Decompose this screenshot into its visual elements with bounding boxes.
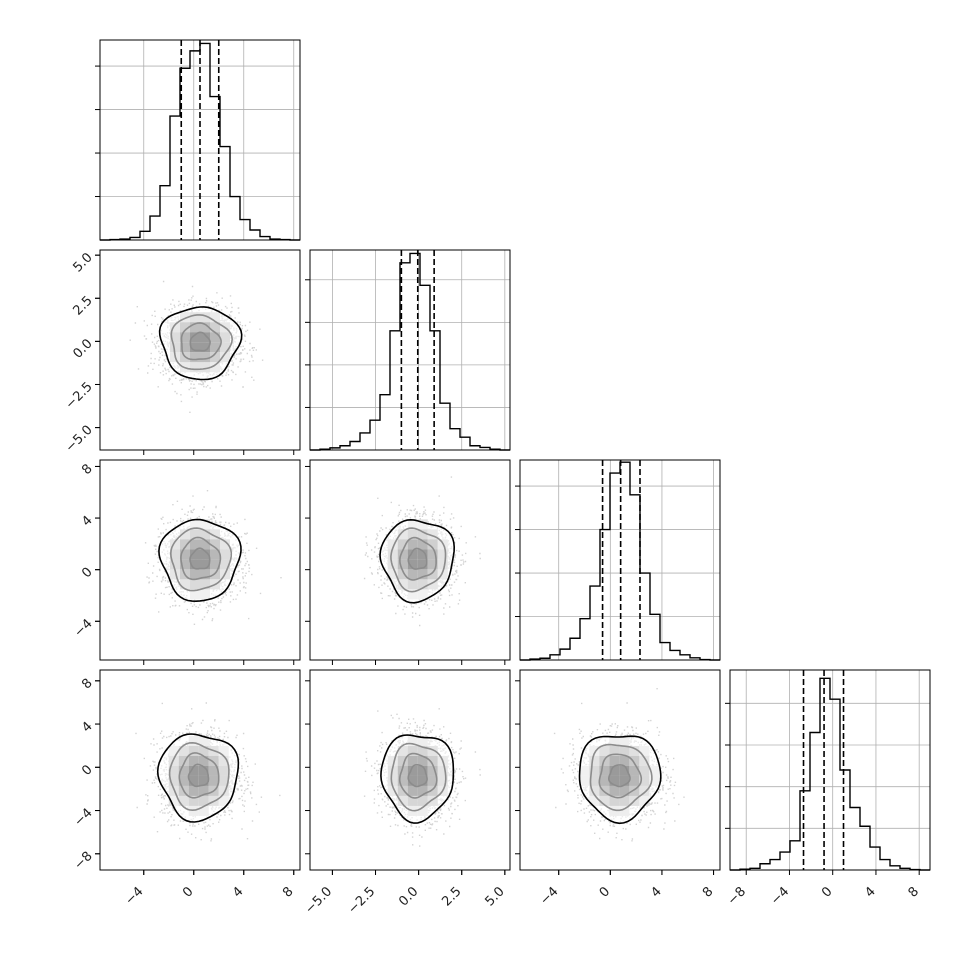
- x-tick-label: 4: [862, 884, 878, 900]
- x-tick-label: −4: [768, 884, 792, 908]
- panel-frame: [309, 669, 511, 871]
- histogram-steps: [520, 461, 720, 661]
- y-tick-label: −8: [71, 849, 95, 873]
- contour-level: [379, 518, 456, 604]
- x-tick-label: 0: [180, 884, 196, 900]
- scatter-panel: [515, 669, 721, 875]
- y-tick-label: −2.5: [63, 380, 96, 413]
- histogram-steps: [100, 42, 300, 241]
- x-tick-label: 5.0: [482, 884, 507, 909]
- histogram-panel: [725, 669, 931, 871]
- scatter-panel: [305, 459, 511, 665]
- x-tick-label: −4: [537, 884, 561, 908]
- scatter-area: [129, 280, 264, 413]
- contour-level: [158, 518, 242, 603]
- scatter-area: [363, 708, 481, 847]
- y-tick-label: 8: [79, 462, 95, 478]
- scatter-panel: [305, 669, 511, 875]
- panel-frame: [309, 249, 511, 451]
- scatter-points: [363, 476, 481, 627]
- x-tick-label: 4: [230, 884, 246, 900]
- panel-frame: [99, 669, 301, 871]
- scatter-area: [135, 702, 281, 842]
- scatter-area: [363, 476, 481, 627]
- y-tick-label: −5.0: [63, 423, 96, 456]
- y-tick-label: 0.0: [70, 336, 95, 361]
- x-tick-label: 8: [906, 884, 922, 900]
- x-tick-label: 0: [597, 884, 613, 900]
- y-tick-label: −4: [71, 806, 95, 830]
- contour-level: [578, 735, 662, 825]
- scatter-panel: [95, 459, 301, 665]
- panel-frame: [99, 39, 301, 241]
- contour-level: [158, 306, 243, 381]
- y-tick-label: 8: [79, 676, 95, 692]
- y-tick-label: 4: [79, 719, 95, 735]
- y-tick-label: 4: [79, 513, 95, 529]
- x-tick-label: 4: [648, 884, 664, 900]
- panel-frame: [309, 459, 511, 661]
- panel-frame: [99, 249, 301, 451]
- histogram-steps: [310, 252, 510, 451]
- panel-frame: [729, 669, 931, 871]
- x-tick-label: −2.5: [345, 884, 378, 917]
- x-tick-label: 0: [819, 884, 835, 900]
- y-tick-label: 0: [79, 565, 95, 581]
- y-tick-label: 5.0: [70, 250, 95, 275]
- x-tick-label: 8: [700, 884, 716, 900]
- contour-level: [156, 733, 240, 823]
- x-tick-label: 0.0: [396, 884, 421, 909]
- scatter-area: [553, 688, 685, 842]
- x-tick-label: −8: [725, 884, 749, 908]
- x-tick-label: −5.0: [302, 884, 335, 917]
- scatter-area: [144, 490, 282, 625]
- panel-frame: [519, 669, 721, 871]
- y-tick-label: −4: [71, 616, 95, 640]
- histogram-panel: [515, 459, 721, 661]
- x-tick-label: 8: [280, 884, 296, 900]
- y-tick-label: 0: [79, 762, 95, 778]
- histogram-steps: [730, 677, 930, 871]
- panel-frame: [519, 459, 721, 661]
- histogram-panel: [95, 39, 301, 241]
- x-tick-label: 2.5: [439, 884, 464, 909]
- x-tick-label: −4: [122, 884, 146, 908]
- panel-frame: [99, 459, 301, 661]
- contour-level: [380, 734, 455, 824]
- histogram-panel: [305, 249, 511, 451]
- scatter-panel: [95, 249, 301, 455]
- scatter-panel: [95, 669, 301, 875]
- y-tick-label: 2.5: [70, 293, 95, 318]
